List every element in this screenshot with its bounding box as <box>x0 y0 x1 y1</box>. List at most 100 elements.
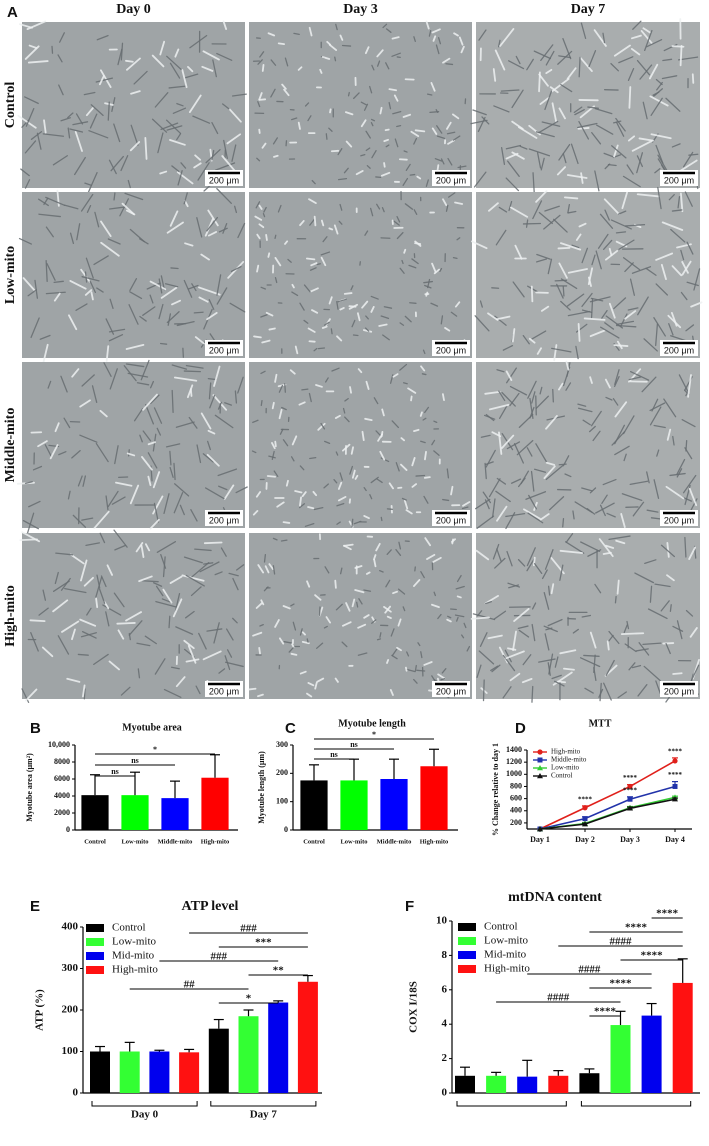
bar <box>81 795 109 830</box>
significance-label: **** <box>623 786 638 794</box>
cell <box>462 501 471 507</box>
cell <box>254 215 263 221</box>
cell <box>429 111 440 114</box>
cell <box>484 594 499 605</box>
scale-bar-label: 200 μm <box>664 686 694 696</box>
cell <box>425 291 429 297</box>
y-tick-label: 6 <box>442 983 448 995</box>
cell <box>587 549 602 557</box>
cell <box>523 508 541 520</box>
cell <box>594 170 600 192</box>
bar <box>119 1051 140 1093</box>
cell <box>71 628 76 641</box>
cell <box>654 168 661 174</box>
cell <box>381 408 385 417</box>
cell <box>688 487 698 507</box>
cell <box>646 509 659 513</box>
cell <box>403 248 407 254</box>
cell <box>49 444 59 460</box>
cell <box>125 344 145 350</box>
cell <box>435 44 440 55</box>
cell <box>258 98 267 101</box>
y-tick-label: 0 <box>284 825 288 834</box>
cell <box>320 251 331 256</box>
significance-label: ns <box>350 740 358 749</box>
cell <box>274 276 278 284</box>
cell <box>502 654 516 672</box>
cell <box>405 666 408 672</box>
cell <box>354 589 365 594</box>
cell <box>80 559 88 582</box>
cell <box>379 450 386 461</box>
y-axis-label: ATP (%) <box>34 989 46 1031</box>
cell <box>150 394 160 405</box>
cell <box>252 509 259 516</box>
cell <box>509 385 528 396</box>
cell <box>385 579 391 588</box>
cell <box>105 495 109 511</box>
cell <box>398 541 402 550</box>
cell <box>366 165 371 169</box>
y-axis-label: COX I/18S <box>408 981 420 1033</box>
cell <box>114 544 127 551</box>
cell <box>416 175 422 180</box>
image-background <box>22 362 245 528</box>
cell <box>113 192 116 201</box>
cell <box>155 600 177 608</box>
cell <box>399 267 405 274</box>
cell <box>505 152 519 160</box>
cell <box>394 138 399 148</box>
cell <box>138 575 153 583</box>
cell <box>188 94 202 113</box>
cell <box>336 335 343 342</box>
cell <box>72 514 87 528</box>
cell <box>337 298 347 303</box>
cell <box>684 536 687 558</box>
panel-label: D <box>515 720 526 737</box>
cell <box>391 36 400 40</box>
chart-title: Myotube area <box>122 722 182 733</box>
cell <box>255 602 263 609</box>
cell <box>363 614 370 619</box>
cell <box>307 682 315 687</box>
cell <box>518 126 538 139</box>
cell <box>117 629 125 640</box>
cell <box>501 434 515 449</box>
cell <box>149 280 167 291</box>
cell <box>351 598 356 608</box>
legend-label: Mid-mito <box>484 949 527 961</box>
cell <box>631 34 642 40</box>
significance-label: **** <box>623 774 638 782</box>
cell <box>526 58 534 71</box>
cell <box>452 257 458 260</box>
cell <box>208 299 215 310</box>
significance-label: **** <box>594 1006 617 1018</box>
cell <box>531 330 547 340</box>
cell <box>323 321 330 326</box>
cell <box>631 664 642 669</box>
cell <box>545 415 558 430</box>
cell <box>206 216 219 232</box>
scale-bar-label: 200 μm <box>664 175 694 185</box>
cell <box>415 474 426 477</box>
cell <box>343 292 353 295</box>
cell <box>551 78 570 93</box>
cell <box>691 73 695 84</box>
cell <box>260 314 268 318</box>
point <box>582 821 588 827</box>
cell <box>416 669 426 672</box>
cell <box>516 439 534 456</box>
cell <box>156 541 177 553</box>
cell <box>669 472 686 477</box>
cell <box>94 576 103 599</box>
cell <box>152 471 161 489</box>
cell <box>660 263 667 281</box>
panel-label: E <box>30 898 40 915</box>
cell <box>319 68 323 74</box>
cell <box>608 630 620 645</box>
cell <box>317 347 326 350</box>
cell <box>291 643 295 648</box>
cell <box>202 650 222 661</box>
cell <box>153 502 159 523</box>
